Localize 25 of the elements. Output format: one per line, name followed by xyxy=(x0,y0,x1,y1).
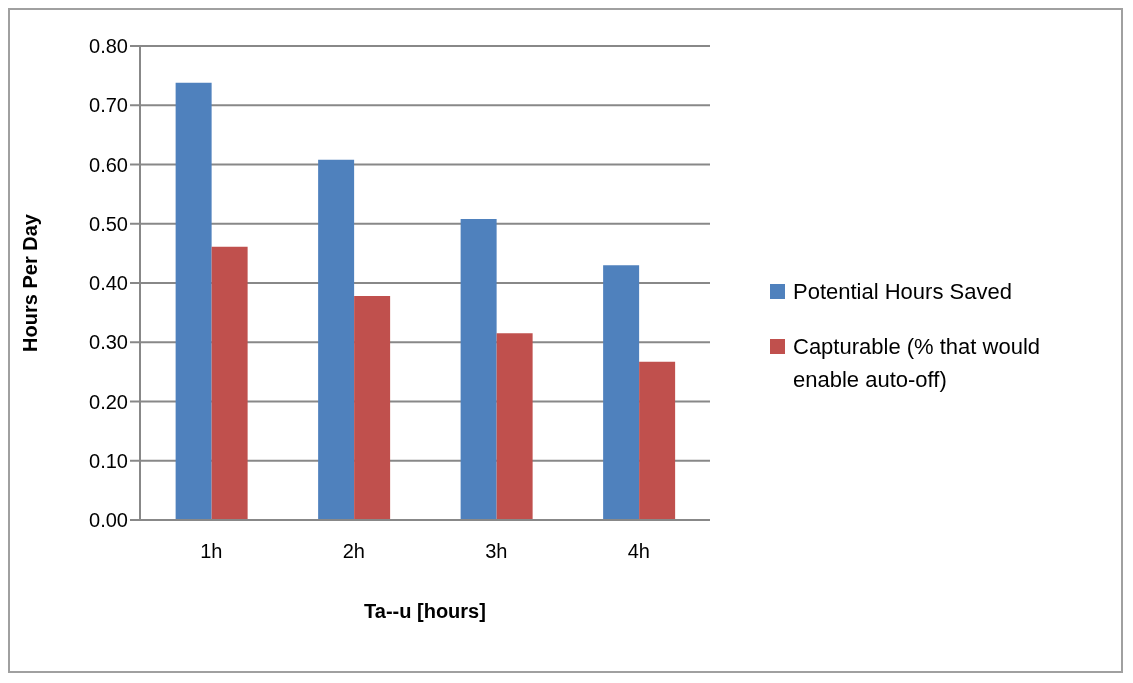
y-tick-label: 0.50 xyxy=(89,212,128,235)
y-tick-label: 0.60 xyxy=(89,153,128,176)
y-tick-label: 0.00 xyxy=(89,509,128,532)
legend-label: Potential Hours Saved xyxy=(793,278,1012,306)
bar xyxy=(639,361,676,520)
bar xyxy=(175,82,212,520)
x-tick-label: 2h xyxy=(342,540,365,563)
x-axis-title: Ta--u [hours] xyxy=(364,600,486,622)
y-tick-label: 0.30 xyxy=(89,331,128,354)
y-tick-label: 0.70 xyxy=(89,94,128,117)
legend-label: Capturable (% that would enable auto-off) xyxy=(793,333,1042,394)
bar xyxy=(318,159,355,520)
y-axis-title: Hours Per Day xyxy=(19,213,42,352)
y-tick-label: 0.40 xyxy=(89,272,128,295)
x-tick-label: 4h xyxy=(627,540,650,563)
bar xyxy=(354,296,391,520)
x-tick-label: 1h xyxy=(200,540,223,563)
y-tick-label: 0.80 xyxy=(89,35,128,58)
bar xyxy=(460,219,497,520)
y-tick-label: 0.10 xyxy=(89,449,128,472)
bar xyxy=(496,333,533,520)
bar xyxy=(211,246,248,520)
bar xyxy=(603,265,640,520)
y-tick-label: 0.20 xyxy=(89,390,128,413)
x-tick-label: 3h xyxy=(485,540,508,563)
